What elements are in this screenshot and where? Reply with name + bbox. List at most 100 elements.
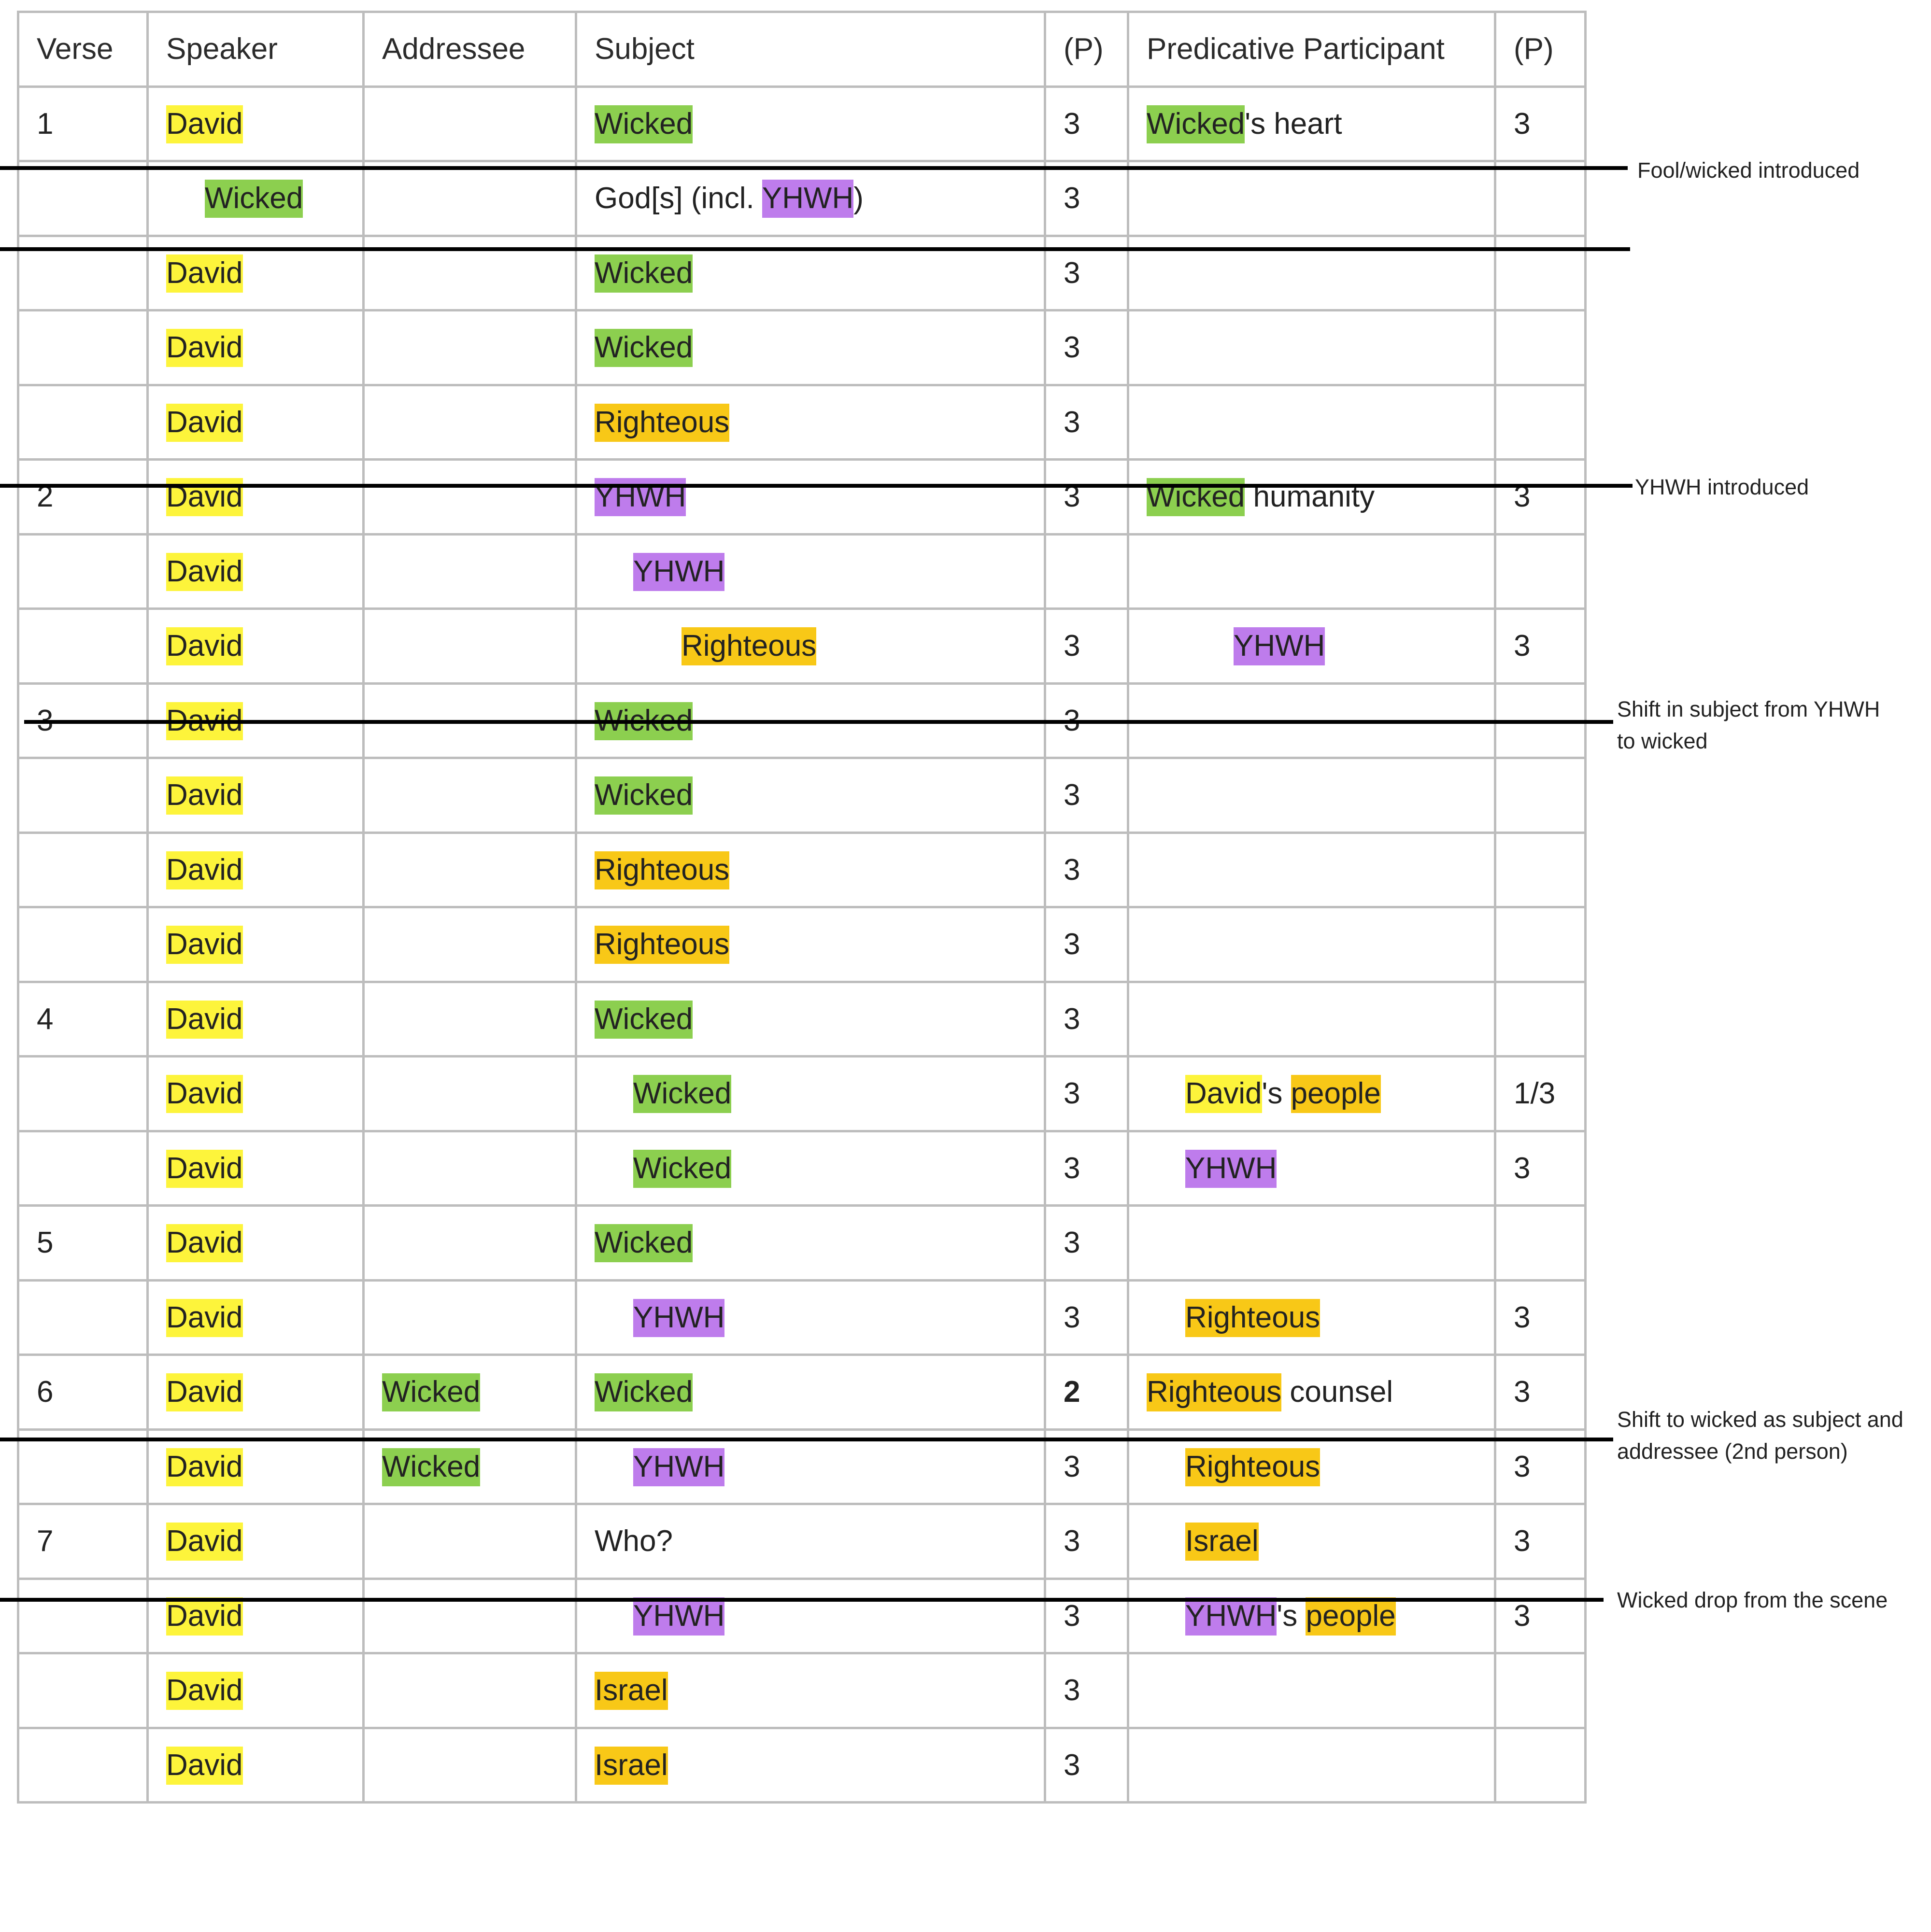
participant-highlight: Righteous bbox=[1147, 1373, 1282, 1412]
predicative-cell bbox=[1127, 1726, 1496, 1804]
participant-highlight: YHWH bbox=[762, 180, 854, 218]
subject-person-cell: 3 bbox=[1044, 309, 1129, 386]
predicative-person-cell: 3 bbox=[1494, 1279, 1587, 1356]
participant-highlight: David bbox=[166, 1224, 243, 1263]
verse-cell: 5 bbox=[17, 1204, 149, 1282]
participant-highlight: David bbox=[166, 1373, 243, 1412]
verse-cell bbox=[17, 906, 149, 983]
subject-person-cell-text: 3 bbox=[1064, 1151, 1080, 1185]
participant-highlight: YHWH bbox=[1185, 1149, 1277, 1188]
subject-person-cell: 3 bbox=[1044, 1204, 1129, 1282]
verse-cell bbox=[17, 160, 149, 237]
participant-highlight: David bbox=[166, 1298, 243, 1337]
participant-highlight: David bbox=[166, 254, 243, 293]
participant-highlight: Wicked bbox=[595, 776, 693, 815]
speaker-cell: David bbox=[146, 1279, 365, 1356]
subject-person-cell-text: 3 bbox=[1064, 405, 1080, 439]
table-row: David YHWH 3 YHWH's people 3 bbox=[17, 1577, 1587, 1654]
subject-person-cell: 3 bbox=[1044, 1577, 1129, 1654]
predicative-cell bbox=[1127, 160, 1496, 237]
participant-highlight: David bbox=[166, 1000, 243, 1039]
predicative-cell: YHWH bbox=[1127, 1129, 1496, 1207]
header-speaker: Speaker bbox=[146, 11, 365, 88]
participant-highlight: Wicked bbox=[595, 1373, 693, 1412]
participant-highlight: David bbox=[166, 1523, 243, 1561]
participant-highlight: Wicked bbox=[205, 180, 303, 218]
predicative-person-cell-text: 3 bbox=[1514, 107, 1531, 141]
subject-cell: Righteous bbox=[575, 607, 1046, 685]
participant-highlight: Wicked bbox=[1147, 105, 1245, 143]
predicative-person-cell-text: 3 bbox=[1514, 1450, 1531, 1483]
table-row: 1 David Wicked 3 Wicked's heart 3 bbox=[17, 85, 1587, 162]
participant-highlight: David bbox=[166, 403, 243, 442]
participant-highlight: Righteous bbox=[1185, 1448, 1320, 1486]
subject-person-cell: 3 bbox=[1044, 458, 1129, 536]
predicative-person-cell: 1/3 bbox=[1494, 1055, 1587, 1132]
predicative-person-cell bbox=[1494, 309, 1587, 386]
table-row: David Israel 3 bbox=[17, 1726, 1587, 1804]
participant-highlight: Righteous bbox=[1185, 1298, 1320, 1337]
participant-highlight: David bbox=[166, 329, 243, 367]
table-row: 4 David Wicked 3 bbox=[17, 980, 1587, 1058]
predicative-cell bbox=[1127, 906, 1496, 983]
speaker-cell: Wicked bbox=[146, 160, 365, 237]
predicative-cell: YHWH's people bbox=[1127, 1577, 1496, 1654]
subject-person-cell: 3 bbox=[1044, 1129, 1129, 1207]
verse-cell bbox=[17, 757, 149, 834]
speaker-cell: David bbox=[146, 309, 365, 386]
predicative-person-cell-text: 3 bbox=[1514, 1375, 1531, 1409]
table-row: David Wicked 3 YHWH 3 bbox=[17, 1129, 1587, 1207]
speaker-cell: David bbox=[146, 906, 365, 983]
addressee-cell bbox=[362, 85, 577, 162]
table-row: David Righteous 3 YHWH 3 bbox=[17, 607, 1587, 685]
participant-highlight: Israel bbox=[595, 1672, 668, 1710]
verse-cell bbox=[17, 383, 149, 461]
addressee-cell bbox=[362, 831, 577, 908]
addressee-cell bbox=[362, 160, 577, 237]
predicative-cell bbox=[1127, 1652, 1496, 1729]
subject-cell: Israel bbox=[575, 1726, 1046, 1804]
annotation-shift-to-wicked-addressee: Shift to wicked as subject and addressee… bbox=[1617, 1407, 1903, 1464]
participant-highlight: YHWH bbox=[633, 1448, 725, 1486]
speaker-cell: David bbox=[146, 831, 365, 908]
subject-person-cell-text: 3 bbox=[1064, 182, 1080, 215]
speaker-cell: David bbox=[146, 1503, 365, 1580]
predicative-person-cell bbox=[1494, 1204, 1587, 1282]
subject-cell: YHWH bbox=[575, 458, 1046, 536]
predicative-cell bbox=[1127, 757, 1496, 834]
header-subject: Subject bbox=[575, 11, 1046, 88]
predicative-person-cell bbox=[1494, 906, 1587, 983]
participant-highlight: Wicked bbox=[595, 329, 693, 367]
header-addressee: Addressee bbox=[362, 11, 577, 88]
subject-person-cell-text: 3 bbox=[1064, 1450, 1080, 1483]
subject-person-cell: 3 bbox=[1044, 1503, 1129, 1580]
subject-person-cell-text: 3 bbox=[1064, 256, 1080, 290]
verse-cell-text: 6 bbox=[37, 1375, 54, 1409]
addressee-cell bbox=[362, 533, 577, 610]
addressee-cell bbox=[362, 1129, 577, 1207]
subject-cell: Who? bbox=[575, 1503, 1046, 1580]
subject-person-cell-text: 3 bbox=[1064, 1674, 1080, 1707]
header-predicative-participant: Predicative Participant bbox=[1127, 11, 1496, 88]
subject-person-cell: 3 bbox=[1044, 906, 1129, 983]
subject-cell: Righteous bbox=[575, 906, 1046, 983]
verse-cell bbox=[17, 1055, 149, 1132]
participant-highlight: David bbox=[166, 1075, 243, 1114]
speaker-cell: David bbox=[146, 1055, 365, 1132]
cell-text: ) bbox=[853, 182, 864, 215]
speaker-cell: David bbox=[146, 383, 365, 461]
predicative-cell bbox=[1127, 980, 1496, 1058]
participant-highlight: Wicked bbox=[595, 1000, 693, 1039]
subject-cell: Wicked bbox=[575, 980, 1046, 1058]
participant-highlight: people bbox=[1306, 1597, 1396, 1636]
cell-text: 's bbox=[1277, 1599, 1306, 1633]
verse-cell bbox=[17, 309, 149, 386]
addressee-cell bbox=[362, 1503, 577, 1580]
predicative-person-cell-text: 3 bbox=[1514, 1151, 1531, 1185]
subject-person-cell: 3 bbox=[1044, 383, 1129, 461]
predicative-person-cell-text: 1/3 bbox=[1514, 1077, 1556, 1111]
subject-cell: Wicked bbox=[575, 757, 1046, 834]
predicative-person-cell bbox=[1494, 533, 1587, 610]
annotation-shift-yhwh-to-wicked: Shift in subject from YHWH to wicked bbox=[1617, 697, 1880, 753]
predicative-cell: YHWH bbox=[1127, 607, 1496, 685]
